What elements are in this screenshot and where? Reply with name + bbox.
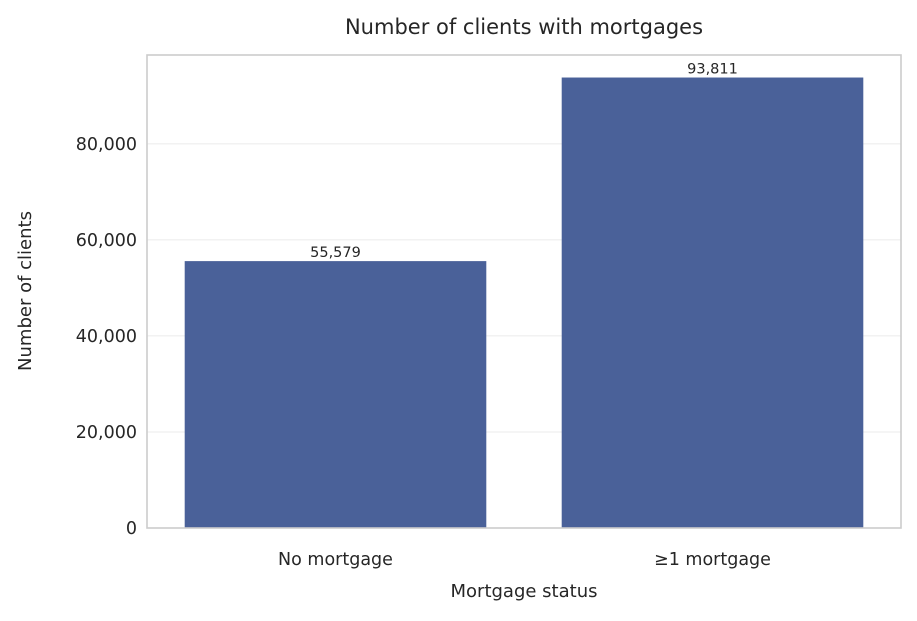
bars: [185, 78, 864, 528]
y-tick-label: 60,000: [76, 231, 137, 251]
x-tick-label: ≥1 mortgage: [654, 550, 771, 570]
bar-value-label: 55,579: [310, 245, 361, 261]
x-axis-label: Mortgage status: [451, 581, 598, 602]
y-tick-label: 0: [126, 519, 137, 539]
y-tick-label: 80,000: [76, 135, 137, 155]
y-axis-ticks: 0 20,000 40,000 60,000 80,000: [76, 135, 137, 539]
bar: [562, 78, 864, 528]
bar: [185, 261, 487, 528]
y-axis-label: Number of clients: [15, 211, 36, 371]
x-tick-label: No mortgage: [278, 550, 393, 570]
y-tick-label: 40,000: [76, 327, 137, 347]
bar-value-label: 93,811: [687, 62, 738, 78]
x-axis-ticks: No mortgage ≥1 mortgage: [278, 550, 771, 570]
chart-title: Number of clients with mortgages: [345, 15, 703, 39]
y-tick-label: 20,000: [76, 423, 137, 443]
